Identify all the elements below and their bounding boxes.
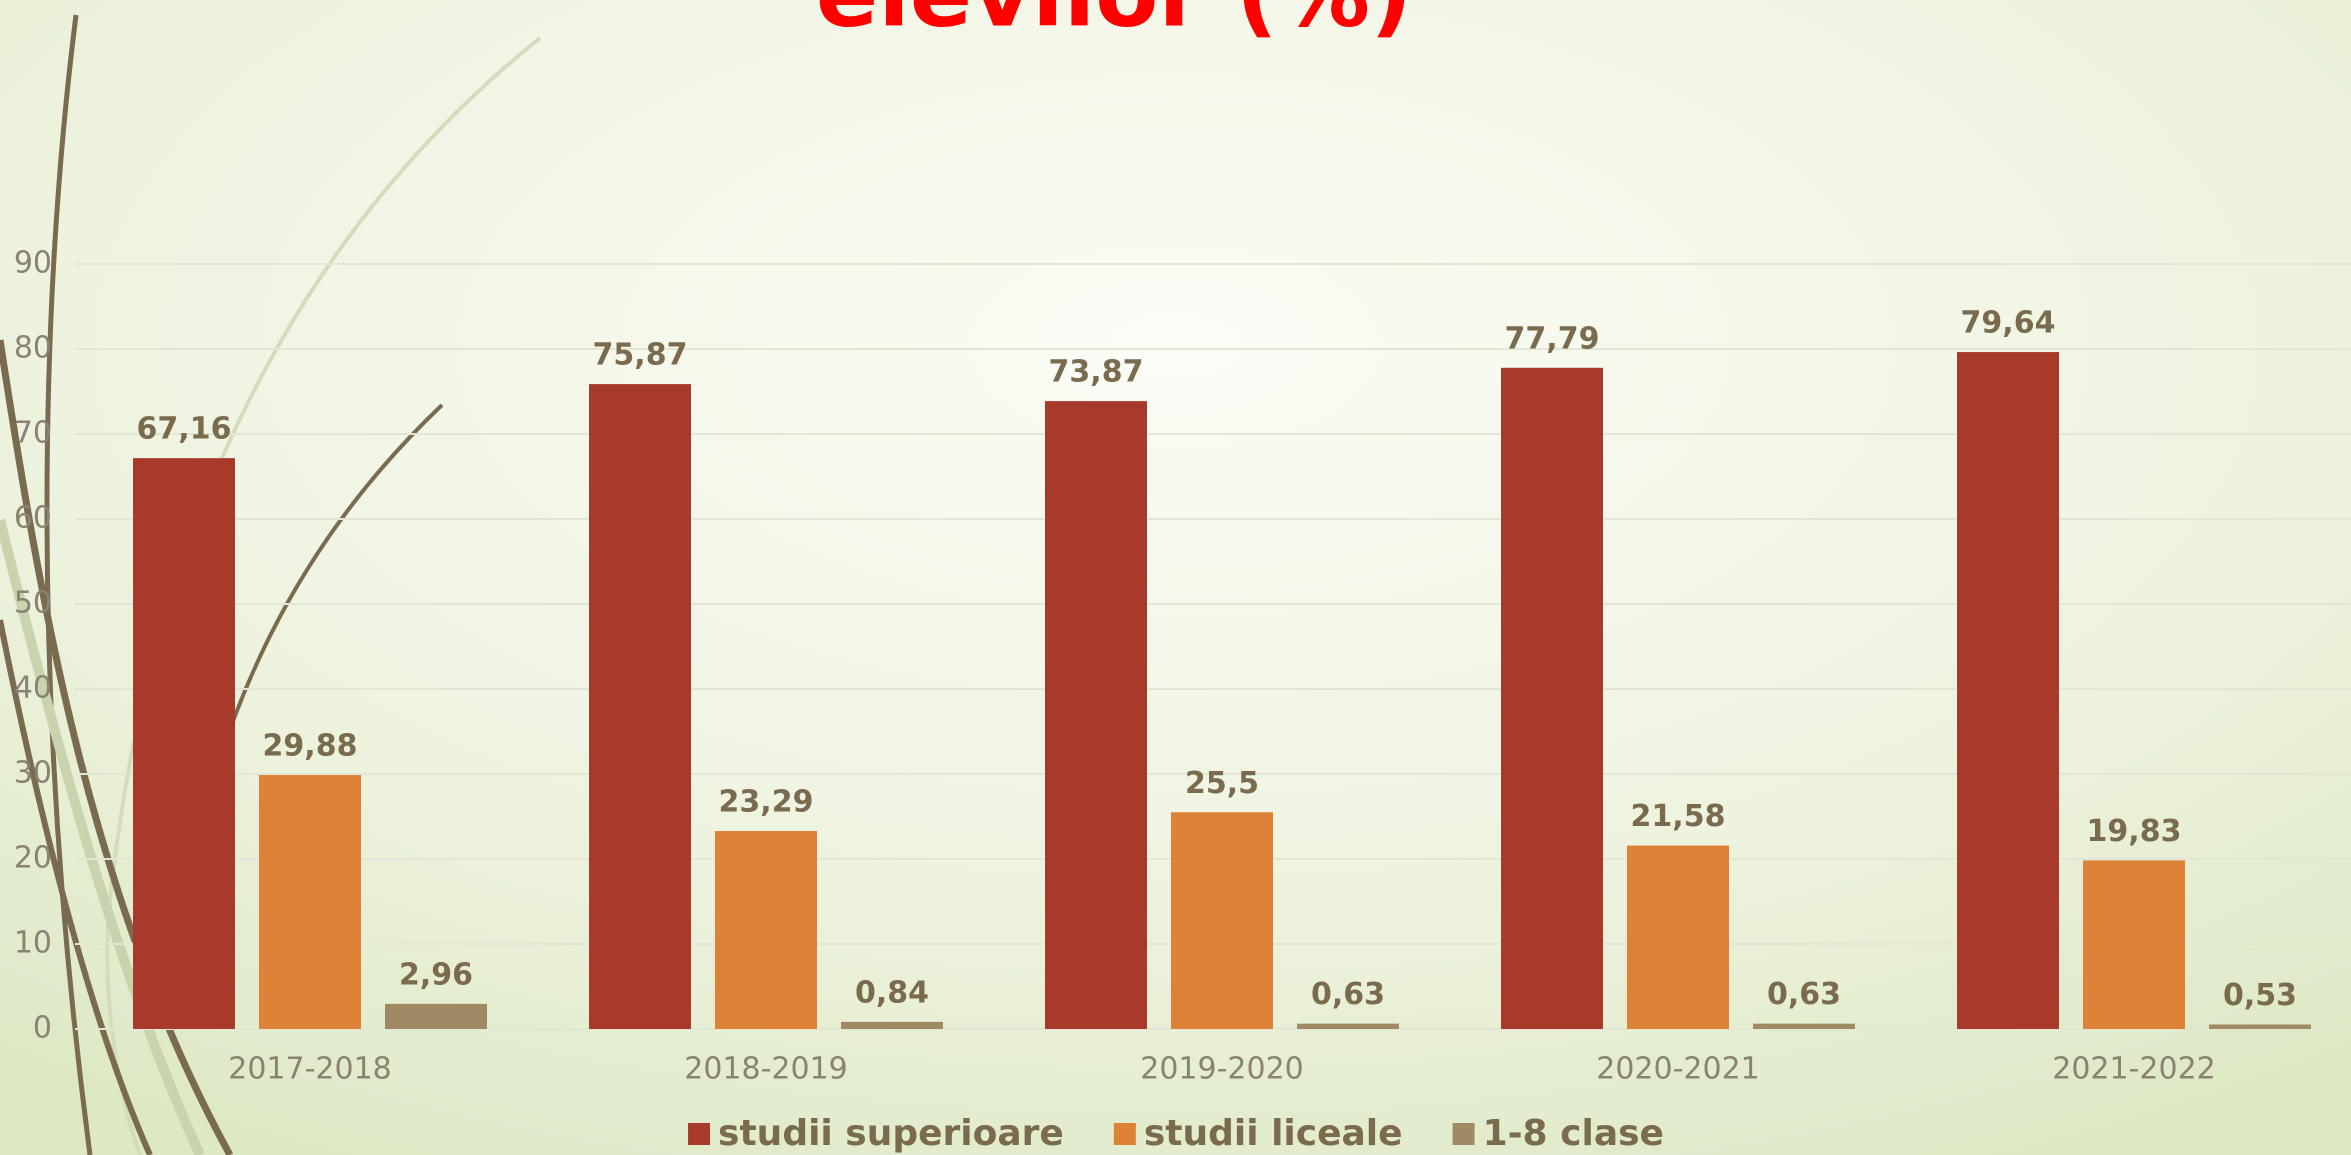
x-tick-label: 2019-2020 [1140,1052,1304,1087]
bar [133,458,235,1029]
y-tick-label: 60 [14,501,52,536]
decoration [0,14,542,1155]
y-tick-label: 10 [14,926,52,961]
y-tick-label: 70 [14,416,52,451]
value-label: 25,5 [1185,766,1259,801]
bar [841,1021,943,1029]
bar [1753,1023,1855,1029]
value-label: 29,88 [263,729,358,764]
value-label: 77,79 [1505,321,1600,356]
value-label: 0,63 [1311,977,1385,1012]
value-label: 73,87 [1049,355,1144,390]
legend-label: 1-8 clase [1483,1113,1664,1154]
bar [259,775,361,1029]
legend-label: studii superioare [718,1113,1064,1154]
x-tick-label: 2018-2019 [684,1052,848,1087]
bar [1627,845,1729,1029]
y-tick-label: 50 [14,586,52,621]
legend-swatch [1113,1123,1136,1145]
value-label: 19,83 [2087,814,2182,849]
value-label: 67,16 [137,412,232,447]
bar [2209,1024,2311,1029]
value-label: 2,96 [399,957,473,992]
bar [2083,860,2185,1029]
bar [1171,812,1273,1029]
legend-label: studii liceale [1144,1113,1403,1154]
bar [385,1003,487,1029]
y-tick-label: 0 [33,1011,52,1046]
y-tick-label: 80 [14,331,52,366]
chart-title: elevilor (%) [816,0,1412,47]
legend-swatch [688,1123,711,1145]
bar [1297,1023,1399,1029]
value-label: 21,58 [1631,799,1726,834]
value-label: 0,63 [1767,977,1841,1012]
y-tick-label: 20 [14,841,52,876]
value-label: 0,84 [855,975,929,1010]
bar [715,831,817,1029]
x-tick-label: 2021-2022 [2052,1052,2216,1087]
x-tick-label: 2020-2021 [1596,1052,1760,1087]
x-tick-label: 2017-2018 [228,1052,392,1087]
bar [1501,367,1603,1029]
y-tick-label: 30 [14,756,52,791]
value-label: 23,29 [719,785,814,820]
y-tick-label: 90 [14,246,52,281]
value-label: 75,87 [593,338,688,373]
y-tick-label: 40 [14,671,52,706]
value-label: 79,64 [1961,306,2056,341]
bar [1045,401,1147,1030]
bar [589,384,691,1030]
legend-swatch [1452,1123,1475,1145]
bar [1957,352,2059,1029]
value-label: 0,53 [2223,978,2297,1013]
